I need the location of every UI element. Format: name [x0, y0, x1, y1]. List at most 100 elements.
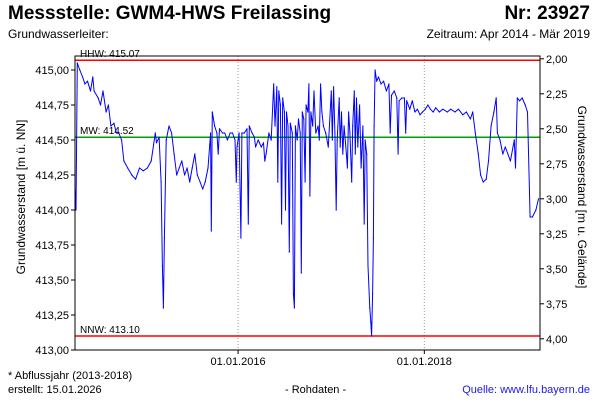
data-point: [342, 153, 344, 155]
data-point: [211, 111, 213, 113]
data-point: [369, 307, 371, 309]
data-point: [308, 83, 310, 85]
data-point: [509, 160, 511, 162]
reference-label-mw: MW: 414.52: [80, 126, 134, 137]
data-point: [135, 178, 137, 180]
data-point: [162, 307, 164, 309]
y-right-tick-label: 2,75: [546, 159, 567, 171]
data-point: [335, 209, 337, 211]
data-point: [427, 104, 429, 106]
data-point: [406, 100, 408, 102]
data-point: [419, 114, 421, 116]
y-left-tick-label: 413,25: [35, 310, 69, 322]
data-point: [383, 80, 385, 82]
data-point: [401, 97, 403, 99]
data-point: [414, 111, 416, 113]
data-point: [171, 132, 173, 134]
data-point: [276, 86, 278, 88]
data-point: [315, 132, 317, 134]
data-point: [351, 181, 353, 183]
data-point: [318, 139, 320, 141]
data-point: [343, 125, 345, 127]
data-point: [287, 125, 289, 127]
plot-frame: [74, 55, 541, 351]
data-point: [238, 132, 240, 134]
data-point: [304, 181, 306, 183]
data-point: [161, 265, 163, 267]
data-point: [293, 307, 295, 309]
data-point: [529, 216, 531, 218]
data-point: [409, 108, 411, 110]
data-point: [357, 146, 359, 148]
data-point: [513, 139, 515, 141]
data-point: [292, 293, 294, 295]
y-axis-right-label: Grundwasserstand [m u. Gelände]: [575, 106, 589, 289]
data-point: [251, 132, 253, 134]
data-point: [424, 108, 426, 110]
data-point: [446, 111, 448, 113]
source-link[interactable]: Quelle: www.lfu.bayern.de: [462, 384, 590, 396]
data-point: [371, 335, 373, 337]
data-point: [349, 132, 351, 134]
data-point: [346, 167, 348, 169]
data-point: [92, 76, 94, 78]
data-point: [524, 104, 526, 106]
data-point: [131, 174, 133, 176]
data-point: [485, 178, 487, 180]
data-point: [330, 90, 332, 92]
data-point: [487, 160, 490, 162]
data-point: [457, 108, 460, 110]
data-point: [210, 230, 212, 232]
data-point: [362, 125, 364, 127]
data-point: [270, 139, 272, 141]
data-point: [181, 160, 183, 162]
data-point: [514, 167, 517, 169]
data-point: [296, 139, 298, 141]
data-point: [229, 132, 231, 134]
data-point: [247, 223, 249, 225]
data-point: [340, 111, 343, 113]
data-point: [474, 132, 476, 134]
y-left-tick-label: 414,75: [35, 100, 69, 112]
data-point: [320, 83, 322, 85]
data-point: [268, 132, 270, 134]
data-point: [377, 76, 380, 78]
data-point: [236, 146, 238, 148]
data-point: [499, 139, 501, 141]
y-right-tick-label: 2,50: [546, 124, 567, 136]
data-point: [277, 181, 279, 183]
data-point: [504, 146, 506, 148]
page-title: Messstelle: GWM4-HWS Freilassing: [8, 3, 332, 24]
data-point: [231, 132, 234, 134]
data-point: [86, 80, 89, 82]
data-point: [370, 321, 372, 323]
data-point: [246, 128, 248, 130]
data-point: [260, 146, 262, 148]
data-point: [243, 132, 245, 134]
data-point: [165, 139, 167, 141]
data-point: [291, 132, 293, 134]
data-point: [241, 132, 243, 134]
data-point: [429, 108, 431, 110]
data-point: [118, 132, 120, 134]
data-point: [107, 104, 109, 106]
data-point: [345, 153, 347, 155]
data-point: [154, 132, 156, 134]
data-point: [334, 132, 336, 134]
data-point: [262, 142, 265, 144]
data-point: [526, 111, 529, 113]
data-point: [284, 209, 287, 211]
data-point: [294, 125, 296, 127]
data-point: [138, 167, 141, 169]
data-point: [411, 100, 413, 102]
data-point: [235, 181, 237, 183]
data-point: [301, 111, 303, 113]
data-point: [393, 90, 395, 92]
data-point: [312, 125, 314, 127]
data-point: [196, 174, 198, 176]
data-point: [512, 146, 514, 148]
data-point: [283, 111, 285, 113]
data-point: [186, 167, 188, 169]
data-point: [297, 118, 300, 120]
y-right-tick-label: 2,25: [546, 89, 567, 101]
